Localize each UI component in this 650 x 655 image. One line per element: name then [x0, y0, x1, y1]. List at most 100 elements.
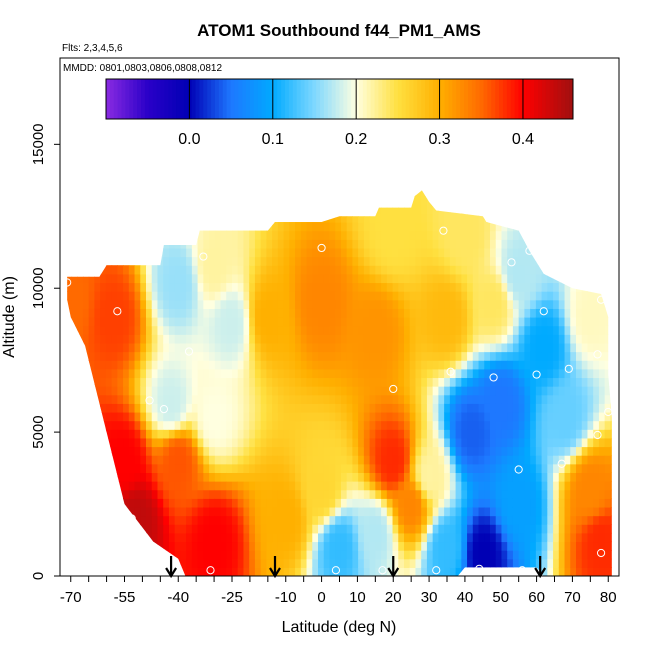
heatmap-cell	[191, 541, 199, 551]
heatmap-cell	[89, 170, 95, 179]
heatmap-cell	[398, 437, 405, 448]
colorbar-segment	[506, 79, 512, 119]
heatmap-cell	[455, 282, 462, 292]
heatmap-cell	[67, 256, 73, 266]
heatmap-cell	[300, 394, 308, 404]
heatmap-cell	[88, 437, 95, 448]
heatmap-cell	[570, 541, 577, 551]
heatmap-cell	[564, 463, 571, 473]
heatmap-cell	[340, 334, 348, 344]
heatmap-cell	[140, 265, 147, 275]
heatmap-cell	[329, 213, 336, 223]
heatmap-cell	[404, 308, 411, 318]
heatmap-cell	[289, 291, 296, 301]
heatmap-cell	[60, 248, 66, 257]
heatmap-cell	[587, 429, 594, 439]
heatmap-cell	[100, 524, 107, 534]
heatmap-cell	[140, 437, 147, 448]
heatmap-cell	[415, 360, 422, 370]
heatmap-cell	[203, 308, 210, 318]
heatmap-cell	[82, 196, 90, 206]
heatmap-cell	[209, 273, 216, 284]
y-tick-label: 15000	[30, 123, 47, 165]
heatmap-cell	[300, 420, 308, 430]
heatmap-cell	[323, 222, 331, 232]
heatmap-cell	[415, 190, 422, 197]
heatmap-cell	[415, 515, 422, 525]
heatmap-cell	[111, 455, 118, 465]
heatmap-cell	[467, 506, 474, 517]
heatmap-cell	[461, 506, 468, 517]
heatmap-cell	[180, 541, 187, 551]
heatmap-cell	[582, 179, 588, 188]
heatmap-cell	[392, 222, 399, 232]
heatmap-cell	[71, 524, 78, 534]
heatmap-cell	[421, 299, 428, 309]
heatmap-cell	[220, 550, 227, 560]
heatmap-cell	[587, 524, 594, 534]
heatmap-cell	[467, 334, 474, 344]
colorbar-tick-label: 0.4	[512, 131, 534, 148]
heatmap-cell	[329, 265, 336, 275]
heatmap-cell	[203, 567, 210, 576]
heatmap-cell	[71, 213, 78, 223]
heatmap-cell	[71, 334, 78, 344]
heatmap-cell	[455, 273, 462, 284]
heatmap-cell	[128, 463, 136, 473]
heatmap-cell	[111, 273, 118, 284]
heatmap-cell	[375, 351, 382, 361]
heatmap-cell	[558, 403, 566, 413]
heatmap-cell	[237, 532, 245, 543]
heatmap-cell	[438, 265, 445, 275]
heatmap-cell	[346, 351, 353, 361]
heatmap-cell	[295, 394, 302, 404]
heatmap-cell	[564, 455, 571, 465]
heatmap-cell	[289, 515, 296, 525]
heatmap-cell	[67, 541, 73, 551]
heatmap-cell	[260, 342, 267, 353]
heatmap-cell	[558, 196, 566, 206]
heatmap-cell	[598, 472, 606, 482]
heatmap-cell	[432, 351, 439, 361]
heatmap-cell	[226, 334, 233, 344]
heatmap-cell	[174, 420, 181, 430]
heatmap-cell	[249, 455, 256, 465]
heatmap-cell	[478, 498, 485, 508]
heatmap-cell	[163, 463, 170, 473]
heatmap-cell	[243, 273, 250, 284]
heatmap-cell	[140, 230, 147, 240]
heatmap-cell	[478, 455, 485, 465]
heatmap-cell	[426, 506, 434, 517]
heatmap-cell	[157, 550, 164, 560]
heatmap-cell	[610, 196, 612, 206]
heatmap-cell	[340, 532, 348, 543]
heatmap-cell	[518, 429, 525, 439]
heatmap-cell	[146, 291, 153, 301]
heatmap-cell	[226, 420, 233, 430]
heatmap-cell	[518, 524, 525, 534]
heatmap-cell	[455, 196, 462, 206]
heatmap-cell	[576, 489, 583, 499]
heatmap-cell	[67, 567, 73, 576]
heatmap-cell	[134, 256, 141, 266]
heatmap-cell	[209, 239, 216, 249]
heatmap-cell	[604, 541, 611, 551]
x-tick-label: -25	[221, 589, 243, 606]
heatmap-cell	[123, 179, 129, 188]
heatmap-cell	[363, 291, 371, 301]
heatmap-cell	[266, 222, 273, 232]
heatmap-cell	[146, 342, 153, 353]
heatmap-cell	[507, 472, 514, 482]
heatmap-cell	[421, 403, 428, 413]
heatmap-cell	[237, 429, 245, 439]
heatmap-cell	[226, 190, 233, 197]
heatmap-cell	[146, 558, 153, 568]
heatmap-cell	[318, 567, 325, 576]
heatmap-cell	[157, 308, 164, 318]
heatmap-cell	[512, 506, 520, 517]
heatmap-cell	[191, 222, 199, 232]
heatmap-cell	[576, 222, 583, 232]
heatmap-cell	[484, 196, 491, 206]
heatmap-cell	[467, 558, 474, 568]
heatmap-cell	[524, 472, 531, 482]
